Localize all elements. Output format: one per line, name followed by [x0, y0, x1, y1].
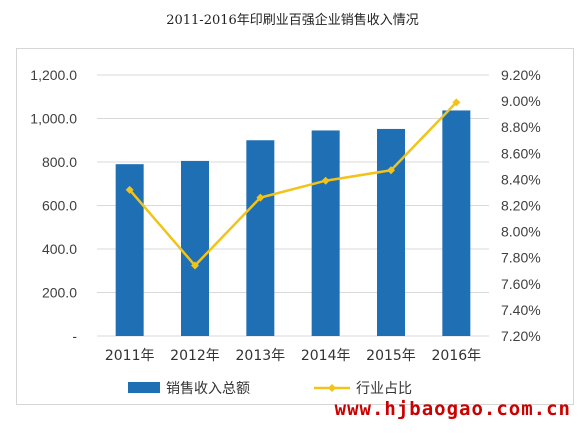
watermark: www.hjbaogao.com.cn	[334, 398, 571, 420]
y-right-tick-label: 7.20%	[501, 328, 541, 344]
legend-marker-line	[328, 384, 336, 392]
legend-swatch-bar	[128, 382, 160, 393]
y-right-tick-label: 8.80%	[501, 119, 541, 135]
y-right-tick-label: 7.80%	[501, 250, 541, 266]
y-right-tick-label: 8.00%	[501, 224, 541, 240]
chart-title: 2011-2016年印刷业百强企业销售收入情况	[166, 13, 419, 28]
bar	[246, 140, 275, 336]
y-right-tick-label: 8.60%	[501, 145, 541, 161]
y-left-tick-label: -	[72, 328, 77, 344]
y-right-tick-label: 8.40%	[501, 171, 541, 187]
share-line	[128, 101, 458, 268]
bar	[377, 128, 405, 336]
y-left-tick-label: 200.0	[42, 285, 77, 301]
bar	[442, 110, 471, 336]
legend-label-line: 行业占比	[356, 381, 412, 397]
bar	[181, 160, 209, 336]
y-right-tick-label: 7.40%	[501, 302, 541, 318]
y-left-tick-label: 1,000.0	[30, 111, 77, 127]
line-point	[191, 261, 199, 270]
y-left-tick-label: 1,200.0	[30, 67, 77, 83]
x-tick-label: 2012年	[170, 348, 220, 364]
y-right-tick-label: 9.20%	[501, 67, 541, 83]
chart-frame	[16, 48, 574, 405]
line-point	[125, 185, 134, 194]
line-point	[321, 176, 330, 185]
y-right-tick-label: 9.00%	[501, 93, 541, 109]
legend-label-bar: 销售收入总额	[166, 381, 250, 397]
x-tick-label: 2016年	[432, 348, 482, 364]
x-tick-label: 2013年	[236, 348, 286, 364]
y-left-tick-label: 600.0	[42, 198, 77, 214]
x-tick-label: 2015年	[366, 348, 416, 364]
line-point	[256, 193, 265, 202]
y-right-tick-label: 8.20%	[501, 198, 541, 214]
y-left-tick-label: 800.0	[42, 154, 77, 170]
y-right-tick-label: 7.60%	[501, 276, 541, 292]
x-tick-label: 2014年	[301, 348, 351, 364]
line-point	[387, 166, 395, 175]
bar	[311, 130, 340, 336]
line-point	[452, 98, 461, 107]
y-left-tick-label: 400.0	[42, 241, 77, 257]
x-tick-label: 2011年	[105, 348, 155, 364]
